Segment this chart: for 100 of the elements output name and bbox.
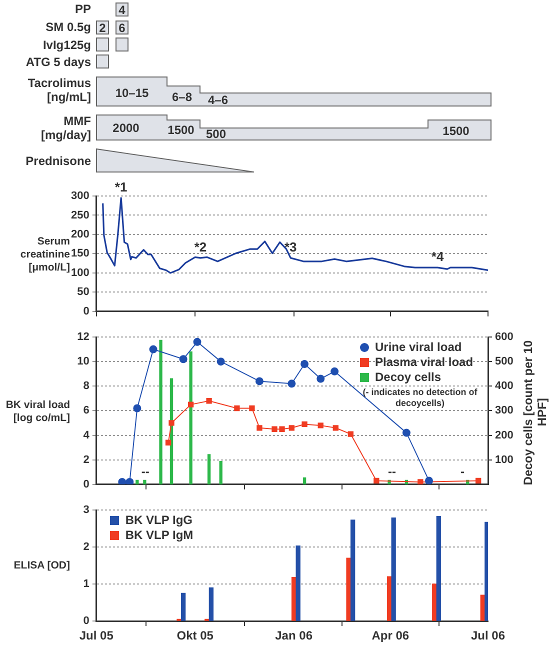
- text: 1500: [168, 123, 194, 137]
- y-tick-label: 6: [83, 404, 90, 417]
- point: [288, 379, 296, 388]
- y-tick-label: 8: [83, 380, 90, 392]
- point: [188, 402, 194, 408]
- text: Tacrolimus [ng/mL]: [26, 76, 91, 104]
- point: [206, 398, 212, 404]
- text: 10–15: [115, 86, 149, 100]
- bar: [219, 460, 222, 484]
- y-tick-label: 0: [83, 305, 90, 318]
- bar: [296, 546, 300, 621]
- legend-label: BK VLP IgM: [125, 528, 194, 543]
- y-tick-label: 0: [83, 615, 90, 628]
- x-tick-label: Jan 06: [275, 628, 313, 643]
- x-tick-label: Jul 05: [79, 628, 114, 643]
- text: IvIg125g: [42, 38, 91, 52]
- y-tick-label: 300: [71, 190, 90, 202]
- point: [476, 478, 482, 484]
- point: [272, 426, 278, 432]
- point: [348, 431, 354, 437]
- y-tick-label: 150: [71, 248, 90, 260]
- y-tick-label: 200: [71, 228, 90, 240]
- y2-tick-label: 300: [495, 404, 514, 417]
- point: [332, 424, 338, 431]
- point: [330, 367, 339, 376]
- point: [402, 428, 410, 437]
- point: [418, 478, 424, 484]
- point: [424, 476, 433, 484]
- text: PP: [74, 2, 91, 16]
- point: [256, 424, 262, 431]
- point: [316, 374, 325, 383]
- text: 2: [99, 20, 106, 34]
- x-tick-label: Okt 05: [176, 628, 214, 643]
- text: 2000: [112, 121, 140, 135]
- y2-tick-label: 100: [495, 454, 514, 466]
- point: [126, 478, 134, 484]
- annotation: --: [141, 464, 150, 479]
- y-tick-label: 12: [77, 330, 90, 343]
- y2-tick-label: 500: [495, 355, 514, 368]
- annotation: -: [460, 464, 465, 479]
- bar: [484, 522, 488, 621]
- point: [168, 420, 174, 426]
- annotation: *3: [284, 240, 297, 255]
- annotation: --: [388, 464, 396, 479]
- y-tick-label: 100: [71, 266, 90, 279]
- y-axis-title: Serum creatinine [μmol/L]: [19, 236, 70, 275]
- point: [279, 426, 285, 432]
- text: Prednisone: [24, 154, 91, 168]
- bar: [291, 577, 296, 621]
- point: [165, 440, 172, 446]
- point: [216, 357, 225, 366]
- y-tick-label: 4: [83, 429, 90, 442]
- y-tick-label: 50: [77, 286, 90, 298]
- point: [133, 404, 142, 412]
- point: [149, 345, 158, 354]
- legend-label: Urine viral load: [375, 340, 462, 355]
- point: [302, 421, 308, 427]
- text: 4: [118, 2, 126, 16]
- point: [118, 478, 126, 484]
- y-tick-label: 250: [71, 209, 90, 222]
- bar: [391, 517, 396, 621]
- bar: [208, 587, 214, 621]
- legend-label: Decoy cells: [375, 370, 442, 385]
- point: [288, 424, 294, 431]
- point: [300, 360, 309, 368]
- y2-tick-label: 200: [495, 429, 514, 442]
- y2-axis-title: Decoy cells [count per 10 HPF]: [521, 338, 549, 487]
- point: [234, 405, 240, 411]
- text: 500: [206, 127, 226, 141]
- bar: [180, 592, 186, 621]
- point: [374, 478, 380, 484]
- bar: [432, 584, 437, 621]
- bar: [350, 520, 356, 621]
- y-tick-label: 0: [83, 478, 90, 490]
- legend-label: Plasma viral load: [375, 354, 474, 370]
- bar: [346, 558, 351, 621]
- bar: [386, 576, 392, 621]
- point: [179, 354, 188, 363]
- text: 6–8: [172, 90, 192, 104]
- annotation: *1: [114, 180, 128, 194]
- y2-tick-label: 400: [495, 380, 514, 392]
- bar: [436, 516, 441, 621]
- bar: [143, 480, 146, 484]
- text: ATG 5 days: [24, 55, 91, 69]
- annotation: (- indicates no detection of decoycells): [362, 386, 478, 409]
- y-tick-label: 2: [83, 541, 90, 554]
- bar: [159, 340, 162, 484]
- point: [255, 377, 264, 386]
- y-tick-label: 1: [83, 578, 90, 590]
- y-axis-title: BK viral load [log co/mL]: [4, 399, 70, 426]
- point: [318, 422, 324, 428]
- y2-tick-label: 600: [495, 330, 514, 343]
- annotation: *4: [431, 249, 444, 264]
- y-axis-title: ELISA [OD]: [12, 559, 70, 572]
- text: MMF [mg/day]: [40, 114, 91, 142]
- point: [193, 338, 202, 346]
- text: SM 0.5g: [44, 20, 91, 34]
- legend-label: BK VLP IgG: [125, 513, 193, 528]
- annotation: *2: [194, 240, 207, 255]
- y-tick-label: 3: [83, 504, 90, 516]
